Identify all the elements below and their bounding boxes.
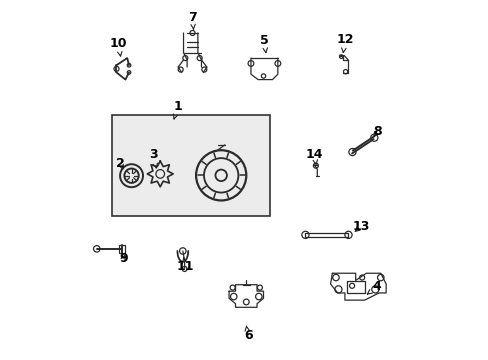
Text: 9: 9 [119, 252, 127, 265]
Text: 6: 6 [244, 326, 252, 342]
Text: 14: 14 [305, 148, 323, 165]
Text: 4: 4 [366, 280, 381, 294]
Text: 12: 12 [335, 33, 353, 53]
Text: 8: 8 [372, 125, 381, 138]
Text: 10: 10 [109, 36, 127, 56]
Text: 11: 11 [176, 257, 194, 273]
Text: 5: 5 [259, 33, 268, 53]
Text: 7: 7 [188, 12, 197, 30]
Text: 3: 3 [148, 148, 157, 168]
Text: 2: 2 [116, 157, 125, 170]
Bar [112, 116, 269, 216]
Bar [119, 244, 124, 253]
Text: 13: 13 [352, 220, 369, 233]
Text: 1: 1 [173, 100, 182, 119]
